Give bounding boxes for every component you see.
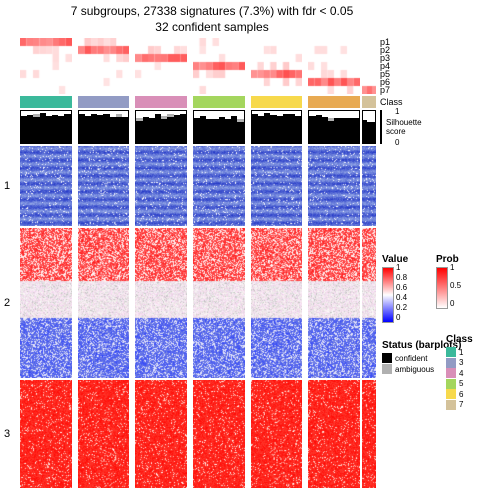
silhouette-col [20,110,72,144]
prob-legend: Prob 10.50 [436,267,472,323]
class-item: 7 [446,400,500,410]
value-ticks: 10.80.60.40.20 [394,267,418,323]
sil-tick-0: 0 [395,138,399,147]
value-tick: 0.6 [396,283,407,292]
hm-strip-wrap [362,146,376,488]
heatmap-col [78,380,130,488]
silhouette-gradient: 1 0 [380,110,382,144]
silhouette-col [135,110,187,144]
heatmap-col [135,380,187,488]
heatmap-col [135,146,187,226]
heatmap-col [308,380,360,488]
sil-tick-1: 1 [395,107,399,116]
class-legend: Class 134567 [446,334,500,410]
class-swatch [446,358,456,368]
heatmap-section: 3 [20,380,360,488]
value-tick: 1 [396,263,400,272]
silhouette-col [308,110,360,144]
heatmap-col [193,380,245,488]
prob-tick: 0.5 [450,281,461,290]
class-segment [251,96,303,108]
heatmap-wrapper: 123 [20,146,360,488]
heatmap-col [251,380,303,488]
heatmap-col [78,146,130,226]
row-annotation-labels: p1p2p3p4p5p6p7 Class 1 0 Silhouettescore [380,38,420,144]
heatmap-col [251,146,303,226]
sil-strip [362,110,376,144]
sil-label-text: Silhouettescore [386,118,422,136]
class-swatch [446,389,456,399]
value-tick: 0 [396,313,400,322]
section-label: 2 [4,297,10,309]
heatmap-section: 1 [20,146,360,226]
plot-title: 7 subgroups, 27338 signatures (7.3%) wit… [0,4,424,18]
prob-col [135,38,187,94]
value-colorbar [382,267,394,323]
figure-root: 7 subgroups, 27338 signatures (7.3%) wit… [0,0,504,504]
heatmap-col [308,146,360,226]
heatmap-col [251,228,303,378]
class-label: Class [380,96,420,108]
value-tick: 0.4 [396,293,407,302]
prob-col [193,38,245,94]
silhouette-col [251,110,303,144]
prob-col [78,38,130,94]
probability-track [20,38,360,94]
prob-col [251,38,303,94]
prob-strip [362,38,376,94]
class-item: 1 [446,347,500,357]
class-item: 5 [446,379,500,389]
heatmap-col [78,228,130,378]
section-label: 3 [4,428,10,440]
prob-tick: 1 [450,263,454,272]
class-item: 3 [446,358,500,368]
silhouette-col [193,110,245,144]
heatmap-col [135,228,187,378]
value-legend: Value 10.80.60.40.20 Prob 10.50 [382,254,500,323]
main-plot-area: 123 [20,38,360,498]
prob-colorbar [436,267,448,309]
class-annotation-bar [20,96,360,108]
class-swatch [446,368,456,378]
heatmap-col [20,146,72,226]
silhouette-col [78,110,130,144]
class-item: 4 [446,368,500,378]
heatmap-col [193,228,245,378]
class-swatch [446,347,456,357]
class-swatch [446,379,456,389]
prob-row-labels: p1p2p3p4p5p6p7 [380,38,420,94]
class-swatch [446,400,456,410]
extra-group-strip [362,38,376,488]
prob-ticks: 10.50 [448,267,472,309]
silhouette-track [20,110,360,144]
class-segment [135,96,187,108]
heatmap-section: 2 [20,228,360,378]
prob-row-label: p7 [380,86,420,94]
section-label: 1 [4,180,10,192]
value-tick: 0.8 [396,273,407,282]
plot-subtitle: 32 confident samples [0,20,424,34]
class-segment [308,96,360,108]
status-swatch [382,364,392,374]
prob-col [308,38,360,94]
prob-tick: 0 [450,299,454,308]
heatmap-col [20,380,72,488]
silhouette-label: 1 0 Silhouettescore [380,110,420,144]
prob-col [20,38,72,94]
class-segment [78,96,130,108]
heatmap-col [308,228,360,378]
class-item: 6 [446,389,500,399]
class-legend-items: 134567 [446,347,500,410]
class-strip [362,96,376,108]
heatmap-col [193,146,245,226]
status-swatch [382,353,392,363]
class-segment [20,96,72,108]
class-legend-title: Class [446,334,500,345]
value-tick: 0.2 [396,303,407,312]
class-segment [193,96,245,108]
heatmap-col [20,228,72,378]
